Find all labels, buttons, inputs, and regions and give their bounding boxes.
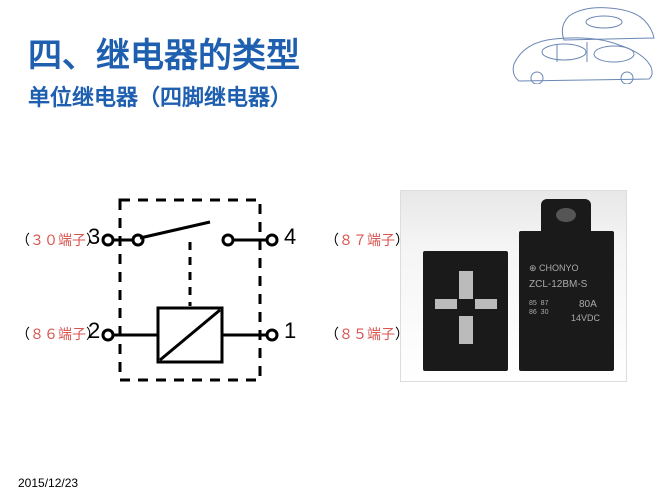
relay-pins-text: 85 87 86 30 bbox=[529, 299, 548, 317]
slide-date: 2015/12/23 bbox=[18, 476, 78, 490]
label-30: （３０端子） bbox=[16, 230, 100, 250]
pin-1: 1 bbox=[284, 318, 296, 344]
relay-rating2: 14VDC bbox=[571, 313, 600, 323]
relay-brand: ⊕ CHONYO bbox=[529, 263, 579, 274]
car-sketch bbox=[509, 4, 659, 84]
relay-model: ZCL-12BM-S bbox=[529, 279, 587, 290]
label-87: （８７端子） bbox=[325, 230, 409, 250]
relay-photo: ⊕ CHONYO ZCL-12BM-S 85 87 86 30 80A 14VD… bbox=[400, 190, 627, 382]
relay-rating1: 80A bbox=[579, 299, 597, 310]
page-subtitle: 单位继电器（四脚继电器） bbox=[28, 80, 292, 112]
relay-pins bbox=[423, 251, 508, 371]
page-title: 四、继电器的类型 bbox=[28, 28, 300, 77]
tab-hole bbox=[553, 205, 579, 225]
label-86: （８６端子） bbox=[16, 324, 100, 344]
relay-schematic bbox=[80, 190, 300, 410]
pin-4: 4 bbox=[284, 224, 296, 250]
label-85: （８５端子） bbox=[325, 324, 409, 344]
